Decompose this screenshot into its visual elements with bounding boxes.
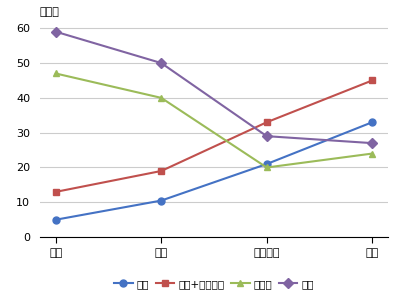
就職 bbox=[264, 134, 269, 138]
大学+専門学校 bbox=[264, 120, 269, 124]
大学 bbox=[159, 199, 164, 202]
就職 bbox=[54, 30, 58, 33]
大学+専門学校 bbox=[54, 190, 58, 194]
Legend: 大学, 大学+専門学校, 正社員, 就職: 大学, 大学+専門学校, 正社員, 就職 bbox=[110, 275, 318, 293]
大学+専門学校 bbox=[159, 169, 164, 173]
大学 bbox=[370, 120, 374, 124]
大学 bbox=[264, 162, 269, 166]
Line: 正社員: 正社員 bbox=[52, 70, 376, 171]
Line: 就職: 就職 bbox=[52, 28, 376, 147]
就職 bbox=[370, 141, 374, 145]
正社員 bbox=[159, 96, 164, 100]
Line: 大学+専門学校: 大学+専門学校 bbox=[52, 77, 376, 195]
Text: （％）: （％） bbox=[40, 7, 60, 17]
Line: 大学: 大学 bbox=[52, 119, 376, 223]
大学 bbox=[54, 218, 58, 222]
正社員 bbox=[54, 72, 58, 75]
正社員 bbox=[370, 152, 374, 155]
正社員 bbox=[264, 166, 269, 169]
就職 bbox=[159, 61, 164, 65]
大学+専門学校 bbox=[370, 79, 374, 82]
